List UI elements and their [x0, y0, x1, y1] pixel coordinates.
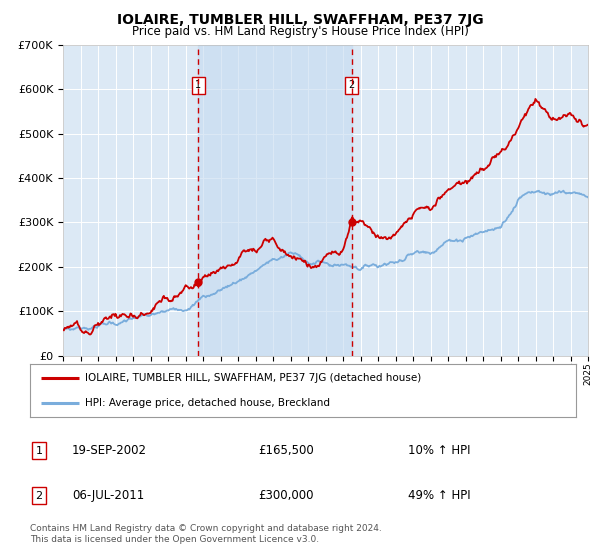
Text: 1: 1 [35, 446, 43, 456]
Text: HPI: Average price, detached house, Breckland: HPI: Average price, detached house, Brec… [85, 398, 329, 408]
Text: £165,500: £165,500 [258, 444, 314, 458]
Text: 2: 2 [35, 491, 43, 501]
Text: 1: 1 [195, 80, 201, 90]
Text: 49% ↑ HPI: 49% ↑ HPI [408, 489, 470, 502]
Text: IOLAIRE, TUMBLER HILL, SWAFFHAM, PE37 7JG (detached house): IOLAIRE, TUMBLER HILL, SWAFFHAM, PE37 7J… [85, 374, 421, 384]
Text: £300,000: £300,000 [258, 489, 314, 502]
Text: 19-SEP-2002: 19-SEP-2002 [72, 444, 147, 458]
Text: 10% ↑ HPI: 10% ↑ HPI [408, 444, 470, 458]
Text: Contains HM Land Registry data © Crown copyright and database right 2024.
This d: Contains HM Land Registry data © Crown c… [30, 524, 382, 544]
Text: Price paid vs. HM Land Registry's House Price Index (HPI): Price paid vs. HM Land Registry's House … [131, 25, 469, 38]
Text: 06-JUL-2011: 06-JUL-2011 [72, 489, 144, 502]
Bar [198, 45, 352, 356]
Text: 2: 2 [349, 80, 355, 90]
Text: IOLAIRE, TUMBLER HILL, SWAFFHAM, PE37 7JG: IOLAIRE, TUMBLER HILL, SWAFFHAM, PE37 7J… [116, 13, 484, 27]
